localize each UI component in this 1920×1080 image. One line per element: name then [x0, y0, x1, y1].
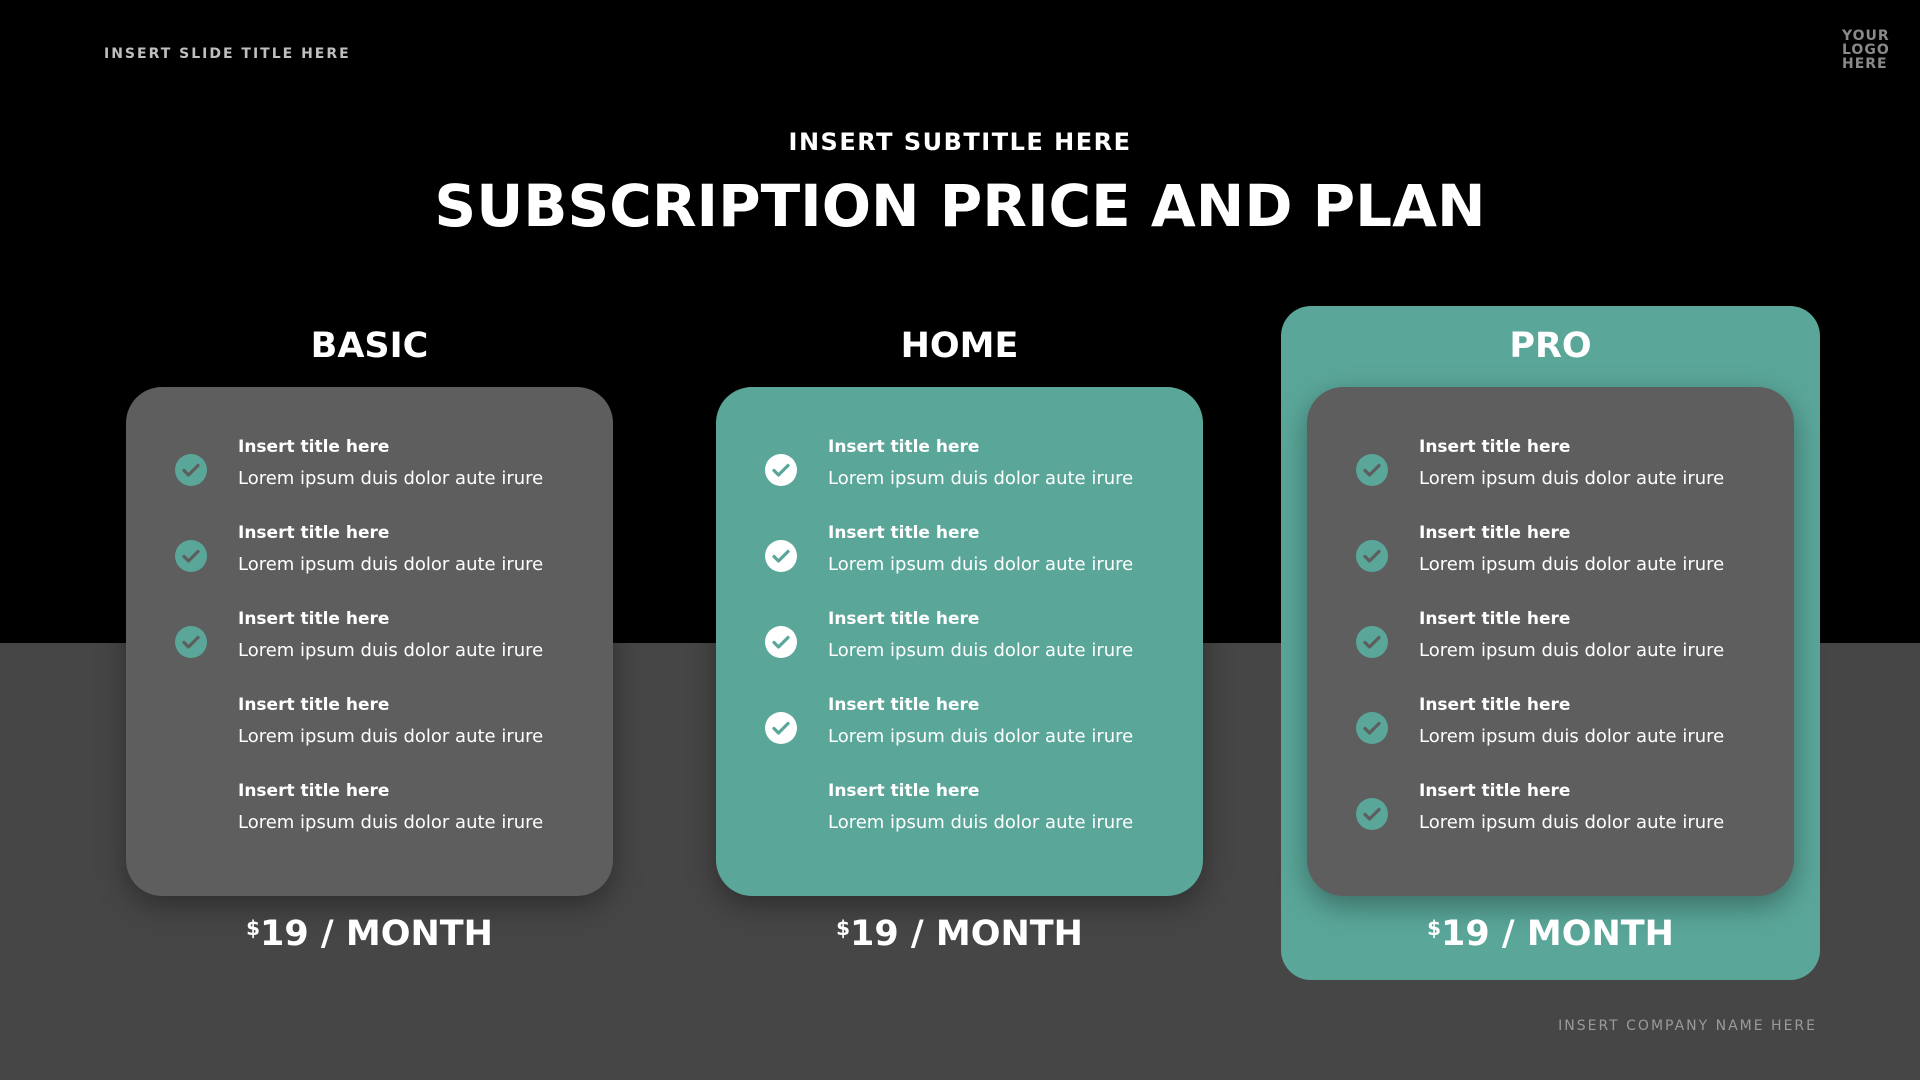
feature-title: Insert title here	[828, 781, 980, 801]
plan-name-pro: PRO	[1509, 326, 1592, 366]
check-circle-icon	[1356, 454, 1388, 486]
feature-item: Insert title here Lorem ipsum duis dolor …	[1307, 607, 1794, 677]
plan-card-basic: Insert title here Lorem ipsum duis dolor …	[126, 387, 613, 896]
feature-title: Insert title here	[238, 437, 390, 457]
price-value: 19 / MONTH	[1441, 914, 1674, 954]
feature-description: Lorem ipsum duis dolor aute irure	[1419, 468, 1725, 489]
feature-description: Lorem ipsum duis dolor aute irure	[828, 554, 1134, 575]
feature-item: Insert title here Lorem ipsum duis dolor …	[716, 779, 1203, 849]
check-circle-icon	[765, 540, 797, 572]
slide-title: INSERT SLIDE TITLE HERE	[104, 46, 351, 62]
check-circle-icon	[1356, 540, 1388, 572]
feature-item: Insert title here Lorem ipsum duis dolor …	[126, 607, 613, 677]
feature-item: Insert title here Lorem ipsum duis dolor …	[716, 521, 1203, 591]
check-circle-icon	[765, 454, 797, 486]
feature-item: Insert title here Lorem ipsum duis dolor …	[1307, 693, 1794, 763]
feature-description: Lorem ipsum duis dolor aute irure	[828, 468, 1134, 489]
feature-item: Insert title here Lorem ipsum duis dolor …	[1307, 779, 1794, 849]
feature-title: Insert title here	[238, 609, 390, 629]
check-circle-icon	[1356, 798, 1388, 830]
plan-card-pro: Insert title here Lorem ipsum duis dolor …	[1307, 387, 1794, 896]
feature-title: Insert title here	[828, 523, 980, 543]
feature-description: Lorem ipsum duis dolor aute irure	[828, 726, 1134, 747]
plan-price-home: $19 / MONTH	[716, 914, 1203, 954]
feature-title: Insert title here	[1419, 781, 1571, 801]
feature-title: Insert title here	[238, 695, 390, 715]
feature-description: Lorem ipsum duis dolor aute irure	[828, 640, 1134, 661]
check-circle-icon	[175, 626, 207, 658]
feature-item: Insert title here Lorem ipsum duis dolor …	[126, 435, 613, 505]
check-circle-icon	[175, 540, 207, 572]
plan-name-basic: BASIC	[310, 326, 429, 366]
check-circle-icon	[175, 454, 207, 486]
currency-symbol: $	[836, 916, 850, 940]
feature-title: Insert title here	[828, 437, 980, 457]
feature-title: Insert title here	[1419, 695, 1571, 715]
company-name: INSERT COMPANY NAME HERE	[1558, 1018, 1817, 1034]
feature-item: Insert title here Lorem ipsum duis dolor …	[126, 779, 613, 849]
feature-title: Insert title here	[1419, 609, 1571, 629]
plan-price-basic: $19 / MONTH	[126, 914, 613, 954]
page-title: SUBSCRIPTION PRICE AND PLAN	[434, 172, 1486, 240]
feature-description: Lorem ipsum duis dolor aute irure	[828, 812, 1134, 833]
feature-description: Lorem ipsum duis dolor aute irure	[1419, 812, 1725, 833]
currency-symbol: $	[246, 916, 260, 940]
feature-title: Insert title here	[1419, 437, 1571, 457]
feature-item: Insert title here Lorem ipsum duis dolor …	[1307, 521, 1794, 591]
feature-title: Insert title here	[828, 609, 980, 629]
plan-card-home: Insert title here Lorem ipsum duis dolor …	[716, 387, 1203, 896]
feature-item: Insert title here Lorem ipsum duis dolor …	[126, 693, 613, 763]
check-circle-icon	[1356, 712, 1388, 744]
currency-symbol: $	[1427, 916, 1441, 940]
feature-description: Lorem ipsum duis dolor aute irure	[1419, 640, 1725, 661]
feature-title: Insert title here	[238, 523, 390, 543]
feature-item: Insert title here Lorem ipsum duis dolor …	[716, 435, 1203, 505]
plan-name-home: HOME	[900, 326, 1019, 366]
check-circle-icon	[765, 626, 797, 658]
feature-description: Lorem ipsum duis dolor aute irure	[238, 468, 544, 489]
feature-item: Insert title here Lorem ipsum duis dolor …	[126, 521, 613, 591]
feature-title: Insert title here	[828, 695, 980, 715]
feature-description: Lorem ipsum duis dolor aute irure	[238, 640, 544, 661]
price-value: 19 / MONTH	[850, 914, 1083, 954]
feature-description: Lorem ipsum duis dolor aute irure	[1419, 554, 1725, 575]
feature-item: Insert title here Lorem ipsum duis dolor …	[716, 607, 1203, 677]
subtitle: INSERT SUBTITLE HERE	[788, 128, 1132, 156]
feature-description: Lorem ipsum duis dolor aute irure	[238, 554, 544, 575]
feature-title: Insert title here	[238, 781, 390, 801]
feature-item: Insert title here Lorem ipsum duis dolor …	[1307, 435, 1794, 505]
check-circle-icon	[765, 712, 797, 744]
check-circle-icon	[1356, 626, 1388, 658]
feature-description: Lorem ipsum duis dolor aute irure	[1419, 726, 1725, 747]
logo-placeholder: YOUR LOGO HERE	[1842, 28, 1890, 72]
price-value: 19 / MONTH	[260, 914, 493, 954]
feature-title: Insert title here	[1419, 523, 1571, 543]
feature-description: Lorem ipsum duis dolor aute irure	[238, 812, 544, 833]
feature-item: Insert title here Lorem ipsum duis dolor …	[716, 693, 1203, 763]
plan-price-pro: $19 / MONTH	[1307, 914, 1794, 954]
feature-description: Lorem ipsum duis dolor aute irure	[238, 726, 544, 747]
